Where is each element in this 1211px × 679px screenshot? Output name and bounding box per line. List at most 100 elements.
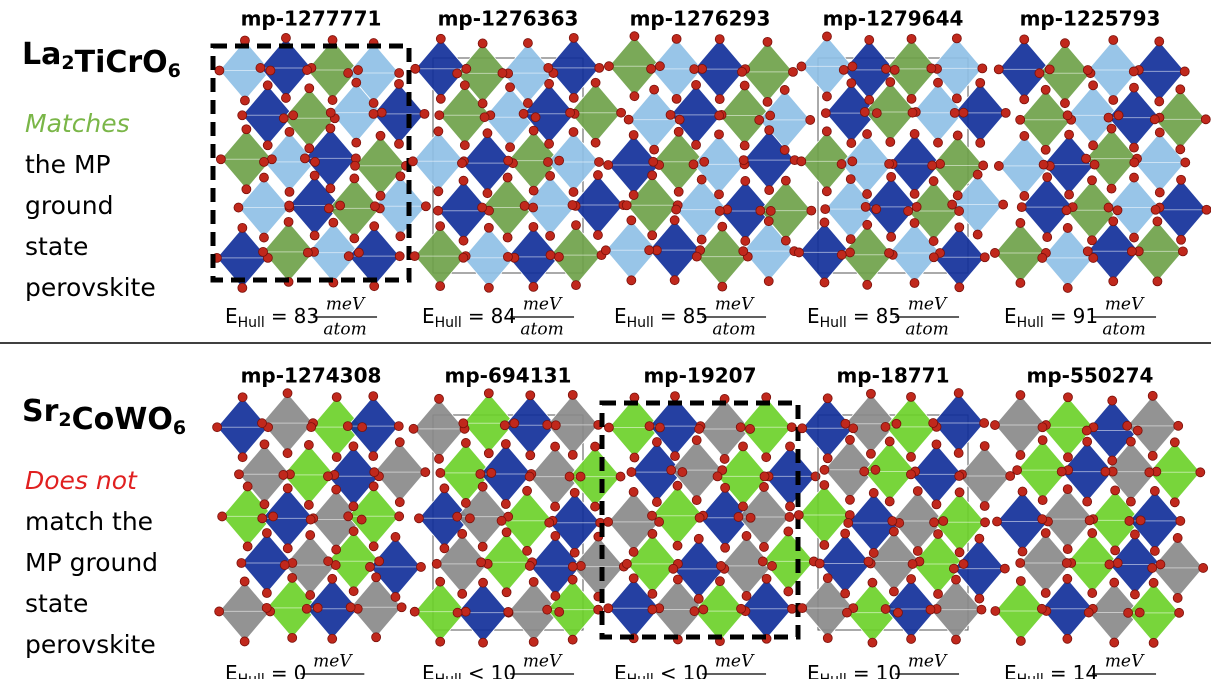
oxygen-atom xyxy=(1148,391,1157,400)
energy-relation: = xyxy=(853,304,870,328)
oxygen-atom xyxy=(504,607,513,616)
oxygen-atom xyxy=(395,69,404,78)
oxygen-atom xyxy=(762,393,771,402)
oxygen-atom xyxy=(303,66,312,75)
oxygen-atom xyxy=(1170,438,1179,447)
oxygen-atom xyxy=(689,160,698,169)
oxygen-atom xyxy=(959,559,968,568)
oxygen-atom xyxy=(930,518,939,527)
oxygen-atom xyxy=(305,144,314,153)
oxygen-atom xyxy=(622,201,631,210)
oxygen-atom xyxy=(806,115,815,124)
note-line: match the xyxy=(25,507,153,536)
oxygen-atom xyxy=(955,207,964,216)
oxygen-atom xyxy=(420,109,429,118)
oxygen-atom xyxy=(786,502,795,511)
oxygen-atom xyxy=(461,438,470,447)
oxygen-atom xyxy=(435,454,444,463)
oxygen-atom xyxy=(372,633,381,642)
oxygen-atom xyxy=(1063,283,1072,292)
energy-subscript: Hull xyxy=(238,315,265,331)
note-line: state xyxy=(25,589,88,618)
oxygen-atom xyxy=(622,559,631,568)
oxygen-atom xyxy=(908,108,917,117)
oxygen-atom xyxy=(498,69,507,78)
oxygen-atom xyxy=(529,126,538,135)
oxygen-atom xyxy=(1018,547,1027,556)
oxygen-atom xyxy=(955,471,964,480)
oxygen-atom xyxy=(781,176,790,185)
oxygen-atom xyxy=(764,217,773,226)
oxygen-atom xyxy=(648,231,657,240)
oxygen-atom xyxy=(555,607,564,616)
oxygen-atom xyxy=(868,638,877,647)
oxygen-atom xyxy=(869,548,878,557)
oxygen-atom xyxy=(300,154,309,163)
oxygen-atom xyxy=(1108,456,1117,465)
oxygen-atom xyxy=(526,391,535,400)
oxygen-atom xyxy=(907,392,916,401)
oxygen-atom xyxy=(369,99,378,108)
oxygen-atom xyxy=(890,65,899,74)
oxygen-atom xyxy=(692,496,701,505)
oxygen-atom xyxy=(979,161,988,170)
oxygen-atom xyxy=(604,423,613,432)
energy-relation: = xyxy=(271,661,288,679)
oxygen-atom xyxy=(913,487,922,496)
oxygen-atom xyxy=(1035,69,1044,78)
oxygen-atom xyxy=(759,542,768,551)
oxygen-atom xyxy=(1109,95,1118,104)
oxygen-atom xyxy=(912,202,921,211)
oxygen-atom xyxy=(980,501,989,510)
oxygen-atom xyxy=(1000,564,1009,573)
oxygen-atom xyxy=(864,557,873,566)
oxygen-atom xyxy=(396,232,405,241)
oxygen-atom xyxy=(395,512,404,521)
crystal-structure xyxy=(990,35,1211,293)
oxygen-atom xyxy=(694,594,703,603)
energy-subscript: Hull xyxy=(820,315,847,331)
oxygen-atom xyxy=(370,222,379,231)
oxygen-atom xyxy=(349,502,358,511)
oxygen-atom xyxy=(1105,560,1114,569)
oxygen-atom xyxy=(950,108,959,117)
oxygen-atom xyxy=(434,187,443,196)
oxygen-atom xyxy=(1090,160,1099,169)
oxygen-atom xyxy=(981,518,990,527)
oxygen-atom xyxy=(785,512,794,521)
oxygen-atom xyxy=(768,561,777,570)
unit-numerator: meV xyxy=(715,652,755,672)
oxygen-atom xyxy=(737,604,746,613)
oxygen-atom xyxy=(1060,99,1069,108)
oxygen-atom xyxy=(863,280,872,289)
oxygen-atom xyxy=(975,534,984,543)
oxygen-atom xyxy=(357,515,366,524)
oxygen-atom xyxy=(1114,111,1123,120)
oxygen-atom xyxy=(1060,39,1069,48)
oxygen-atom xyxy=(649,157,658,166)
oxygen-atom xyxy=(1041,145,1050,154)
oxygen-atom xyxy=(976,138,985,147)
oxygen-atom xyxy=(990,248,999,257)
oxygen-atom xyxy=(375,557,384,566)
oxygen-atom xyxy=(1129,83,1138,92)
formula-part: TiCrO xyxy=(75,45,168,80)
oxygen-atom xyxy=(932,440,941,449)
oxygen-atom xyxy=(720,454,729,463)
oxygen-atom xyxy=(1063,485,1072,494)
oxygen-atom xyxy=(887,172,896,181)
oxygen-atom xyxy=(460,141,469,150)
oxygen-atom xyxy=(503,252,512,261)
oxygen-atom xyxy=(694,534,703,543)
oxygen-atom xyxy=(436,577,445,586)
oxygen-atom xyxy=(593,231,602,240)
oxygen-atom xyxy=(842,608,851,617)
oxygen-atom xyxy=(655,517,664,526)
formula-part: La xyxy=(22,37,61,72)
oxygen-atom xyxy=(395,498,404,507)
oxygen-atom xyxy=(820,278,829,287)
oxygen-atom xyxy=(1153,277,1162,286)
oxygen-atom xyxy=(1082,154,1091,163)
oxygen-atom xyxy=(459,236,468,245)
oxygen-atom xyxy=(304,500,313,509)
